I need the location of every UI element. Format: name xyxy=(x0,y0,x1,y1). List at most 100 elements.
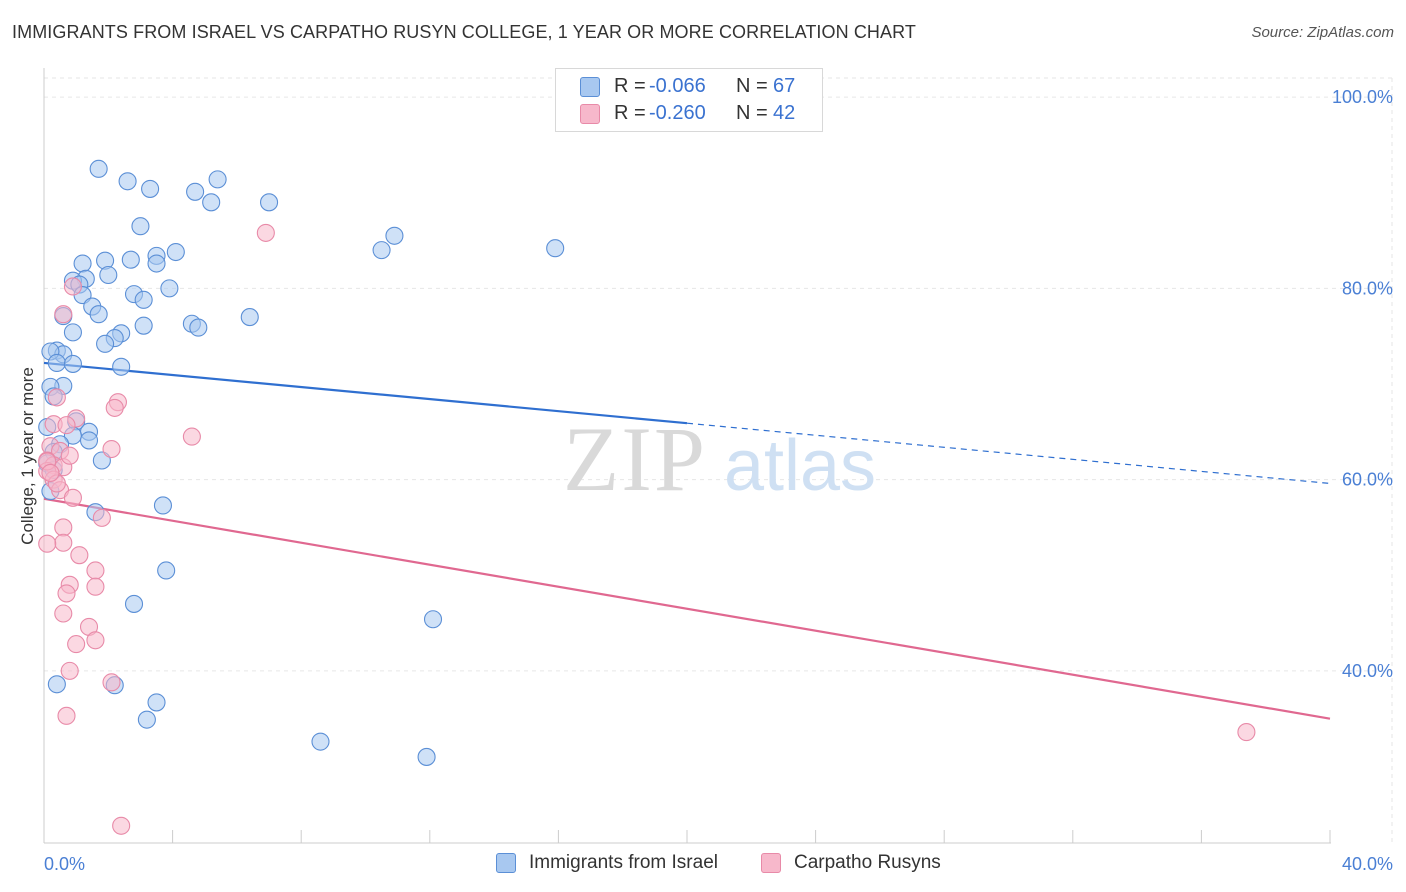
rusyn-point xyxy=(41,463,60,482)
y-axis-label: College, 1 year or more xyxy=(18,367,37,545)
y-tick-label: 100.0% xyxy=(1332,87,1393,107)
rusyn-point xyxy=(1237,723,1256,742)
x-tick-label: 0.0% xyxy=(44,854,85,874)
rusyn-point xyxy=(105,398,124,417)
israel-point xyxy=(160,279,179,298)
rusyn-point xyxy=(86,577,105,596)
legend-r-value: -0.066 xyxy=(649,75,706,97)
rusyn-trend-line xyxy=(43,497,1331,720)
israel-point xyxy=(137,710,156,729)
israel-point xyxy=(372,241,391,260)
israel-point xyxy=(89,305,108,324)
rusyn-point xyxy=(54,533,73,552)
rusyn-point xyxy=(86,561,105,580)
israel-point xyxy=(112,357,131,376)
legend-swatch-rusyn xyxy=(580,104,600,124)
israel-point xyxy=(124,594,144,613)
israel-point xyxy=(131,217,150,236)
israel-trend-line-dashed xyxy=(686,422,1331,485)
legend-n-value: 67 xyxy=(773,75,796,97)
legend-n-value: 42 xyxy=(773,102,796,124)
legend-r-label: R = xyxy=(614,75,646,97)
grid-lines xyxy=(44,77,1393,843)
legend-n-label: N = xyxy=(736,75,768,97)
israel-point xyxy=(202,193,221,212)
watermark-atlas: atlas xyxy=(724,426,876,506)
israel-point xyxy=(79,431,99,450)
y-tick-label: 60.0% xyxy=(1342,470,1393,490)
legend-swatch-israel xyxy=(580,77,600,97)
israel-point xyxy=(166,242,185,262)
rusyn-point xyxy=(63,488,82,507)
rusyn-point xyxy=(57,706,76,725)
rusyn-point xyxy=(67,635,86,654)
israel-point xyxy=(240,308,259,327)
y-tick-label: 80.0% xyxy=(1342,278,1393,298)
israel-point xyxy=(99,265,118,285)
israel-point xyxy=(423,610,443,629)
israel-points xyxy=(38,159,565,766)
chart-title: IMMIGRANTS FROM ISRAEL VS CARPATHO RUSYN… xyxy=(12,22,917,42)
rusyn-point xyxy=(54,518,73,537)
israel-point xyxy=(118,172,137,191)
legend-swatch-rusyn xyxy=(761,853,781,873)
israel-point xyxy=(186,182,205,201)
rusyn-point xyxy=(112,816,131,835)
legend-r-value: -0.260 xyxy=(649,102,706,124)
rusyn-point xyxy=(54,305,73,324)
rusyn-point xyxy=(102,673,121,692)
israel-point xyxy=(385,226,404,245)
israel-point xyxy=(311,732,330,751)
legend-n-label: N = xyxy=(736,102,768,124)
israel-point xyxy=(47,353,66,373)
israel-point xyxy=(141,179,160,198)
israel-point xyxy=(208,170,227,189)
israel-point xyxy=(63,323,82,342)
israel-point xyxy=(134,290,153,309)
rusyn-point xyxy=(47,388,66,407)
israel-point xyxy=(153,496,173,515)
israel-trend-line xyxy=(43,361,688,425)
israel-point xyxy=(147,254,166,273)
legend-label-israel: Immigrants from Israel xyxy=(529,852,718,873)
israel-point xyxy=(259,193,279,212)
rusyn-point xyxy=(256,223,275,242)
israel-point xyxy=(47,675,66,694)
legend-row-rusyn: R = -0.260 N = 42 xyxy=(556,100,822,128)
rusyn-point xyxy=(102,439,121,459)
rusyn-point xyxy=(86,631,105,650)
source-label: Source: ZipAtlas.com xyxy=(1251,24,1394,41)
israel-point xyxy=(157,561,176,580)
legend-label-rusyn: Carpatho Rusyns xyxy=(794,852,941,873)
legend-swatch-israel xyxy=(496,853,516,873)
rusyn-points xyxy=(38,223,1256,835)
israel-point xyxy=(89,159,108,178)
rusyn-point xyxy=(63,277,82,296)
israel-point xyxy=(134,316,153,335)
israel-point xyxy=(189,318,208,337)
israel-point xyxy=(73,254,92,273)
watermark-zip: ZIP xyxy=(563,408,707,510)
israel-point xyxy=(147,693,166,712)
rusyn-point xyxy=(54,604,73,623)
israel-point xyxy=(63,354,82,373)
rusyn-point xyxy=(70,546,89,565)
rusyn-point xyxy=(60,446,79,465)
y-tick-label: 40.0% xyxy=(1342,661,1393,681)
israel-point xyxy=(546,239,565,258)
rusyn-point xyxy=(182,427,201,446)
watermark: ZIP atlas xyxy=(563,408,876,510)
rusyn-point xyxy=(92,508,111,527)
y-tick-labels: 100.0% 80.0% 60.0% 40.0% xyxy=(1332,87,1393,681)
israel-point xyxy=(96,334,115,353)
rusyn-point xyxy=(57,416,76,435)
rusyn-point xyxy=(57,584,76,603)
israel-point xyxy=(417,747,436,766)
legend-row-israel: R = -0.066 N = 67 xyxy=(556,73,822,101)
israel-point xyxy=(121,250,140,269)
trend-lines xyxy=(43,361,1331,720)
rusyn-point xyxy=(38,534,57,553)
legend-r-label: R = xyxy=(614,102,646,124)
stats-legend: R = -0.066 N = 67 R = -0.260 N = 42 xyxy=(555,68,823,132)
